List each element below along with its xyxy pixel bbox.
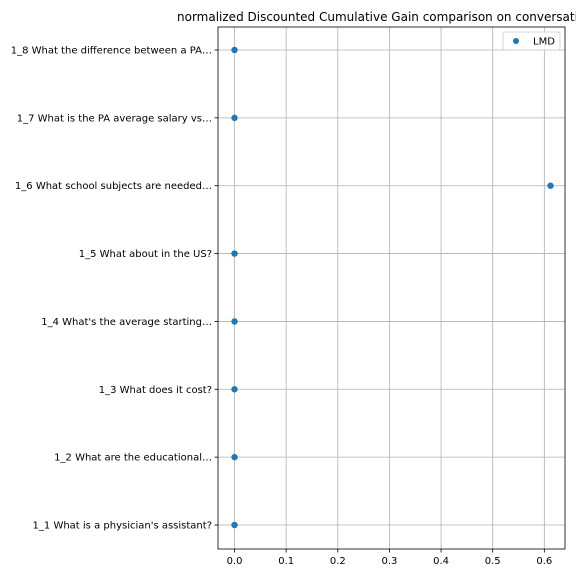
plot-frame	[217, 26, 566, 550]
y-tick-label: 1_7 What is the PA average salary vs…	[17, 113, 212, 124]
data-points	[231, 46, 554, 529]
x-tick-label: 0.5	[485, 556, 501, 567]
y-tick-label: 1_8 What the difference between a PA…	[11, 46, 212, 57]
data-point	[231, 250, 238, 257]
data-point	[231, 386, 238, 393]
y-tick-label: 1_6 What school subjects are needed…	[15, 181, 212, 192]
y-axis: 1_1 What is a physician's assistant? 1_2 …	[11, 46, 218, 532]
y-tick-label: 1_3 What does it cost?	[99, 385, 212, 396]
legend-box	[502, 31, 561, 51]
data-point	[231, 318, 238, 325]
y-tick-label: 1_1 What is a physician's assistant?	[33, 521, 212, 532]
x-tick-label: 0.6	[536, 556, 552, 567]
grid	[218, 27, 565, 549]
legend-label-lmd: LMD	[533, 37, 555, 48]
chart-title: normalized Discounted Cumulative Gain co…	[177, 10, 576, 24]
data-point	[547, 182, 554, 189]
x-tick-label: 0.0	[227, 556, 243, 567]
data-point	[231, 114, 238, 122]
data-point	[231, 521, 238, 529]
x-axis: 0.0 0.1 0.2 0.3 0.4 0.5 0.6	[227, 549, 552, 567]
y-tick-label: 1_4 What's the average starting…	[41, 317, 212, 328]
data-point	[231, 46, 238, 54]
x-tick-label: 0.1	[278, 556, 294, 567]
data-point	[231, 453, 238, 461]
y-tick-label: 1_2 What are the educational…	[54, 453, 212, 464]
x-tick-label: 0.3	[381, 556, 397, 567]
x-tick-label: 0.4	[433, 556, 449, 567]
legend-marker-lmd	[513, 38, 519, 44]
x-tick-label: 0.2	[330, 556, 346, 567]
y-tick-label: 1_5 What about in the US?	[79, 249, 212, 260]
legend: LMD	[502, 31, 561, 51]
